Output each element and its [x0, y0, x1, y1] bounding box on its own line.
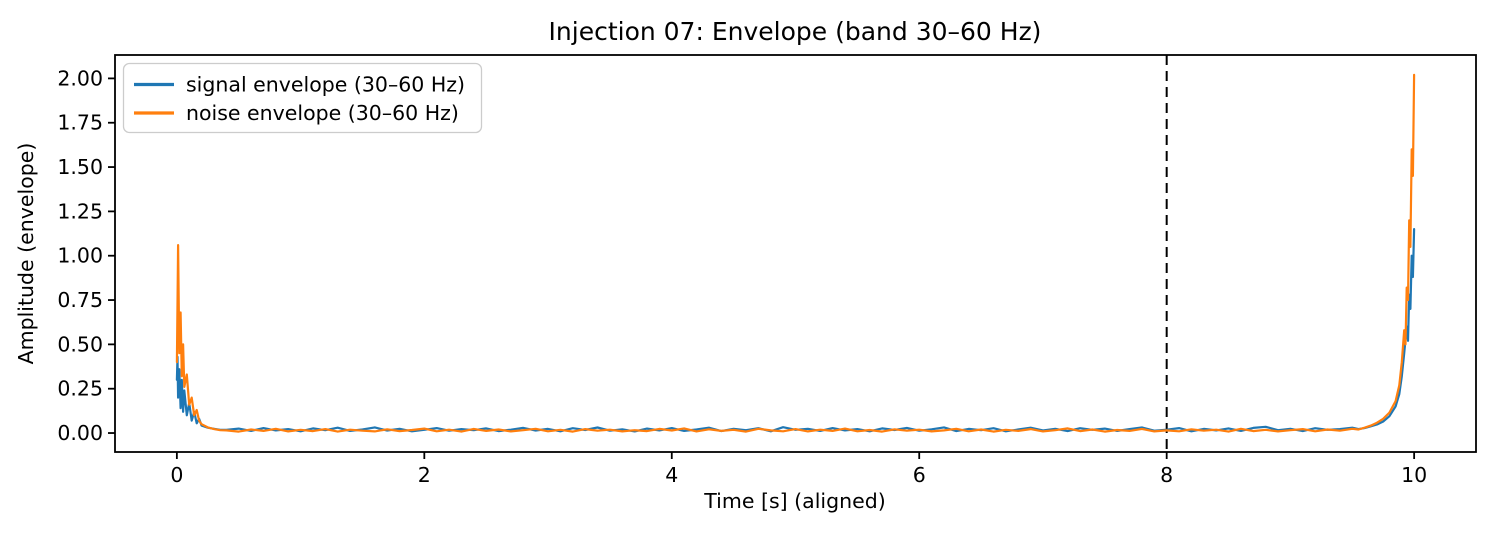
- x-tick-label: 0: [170, 463, 183, 487]
- legend-label-noise: noise envelope (30–60 Hz): [186, 101, 459, 125]
- chart-title: Injection 07: Envelope (band 30–60 Hz): [549, 17, 1042, 46]
- y-tick-label: 0.00: [57, 421, 103, 445]
- x-tick-label: 2: [418, 463, 431, 487]
- y-tick-label: 1.75: [57, 111, 103, 135]
- plot-border: [114, 54, 1477, 453]
- x-tick-label: 4: [665, 463, 678, 487]
- legend-box: [122, 62, 483, 134]
- y-tick-label: 0.75: [57, 288, 103, 312]
- x-tick-label: 10: [1401, 463, 1427, 487]
- y-tick-label: 1.25: [57, 199, 103, 223]
- x-axis-label: Time [s] (aligned): [703, 489, 885, 513]
- legend-label-signal: signal envelope (30–60 Hz): [186, 73, 465, 97]
- y-tick-label: 1.00: [57, 244, 103, 268]
- y-tick-label: 2.00: [57, 66, 103, 90]
- y-tick-label: 0.25: [57, 377, 103, 401]
- y-tick-label: 1.50: [57, 155, 103, 179]
- legend: signal envelope (30–60 Hz) noise envelop…: [122, 62, 483, 134]
- series-line-signal: [175, 228, 1416, 433]
- y-axis-label: Amplitude (envelope): [14, 143, 38, 365]
- x-tick-label: 8: [1160, 463, 1173, 487]
- series-line-noise: [175, 73, 1416, 433]
- axis-ticks: 0 2 4 6 8 10 0.00 0.25 0.50 0.75 1.00 1.25 1.50 1.75 2…: [57, 66, 1427, 487]
- y-tick-label: 0.50: [57, 332, 103, 356]
- series-layer: [175, 73, 1416, 433]
- x-tick-label: 6: [913, 463, 926, 487]
